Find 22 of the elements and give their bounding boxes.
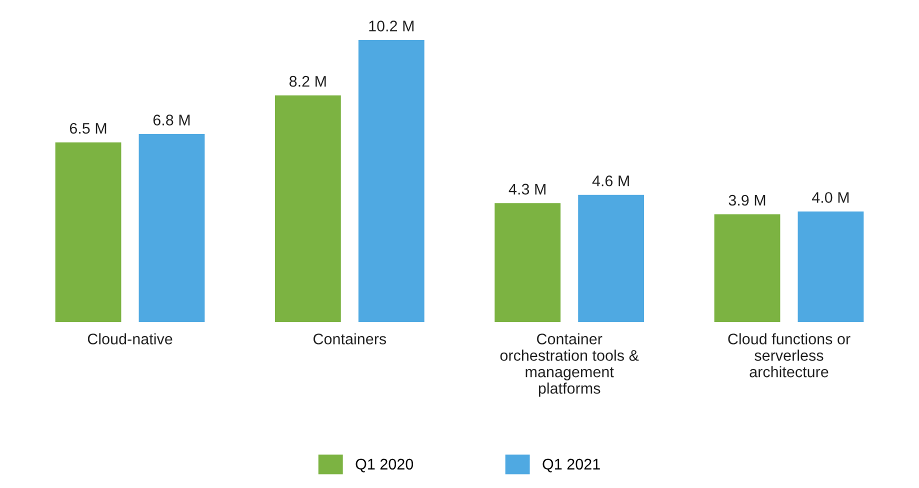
bar [494, 203, 561, 322]
x-tick-label: Cloud functions or serverless architecture [728, 333, 850, 378]
data-label: 4.6 M [592, 175, 629, 186]
x-tick-label: Container orchestration tools & management platforms [500, 333, 639, 397]
data-label: 4.3 M [508, 184, 546, 195]
bar [274, 95, 341, 322]
legend-label: Q1 2020 [356, 458, 414, 472]
bar [798, 211, 864, 322]
legend-label: Q1 2021 [542, 458, 600, 472]
bar [714, 214, 780, 322]
data-label: 3.9 M [728, 194, 766, 206]
data-label: 4.0 M [812, 192, 849, 203]
bar [578, 194, 644, 322]
data-label: 6.8 M [153, 114, 190, 126]
x-tick-label: Cloud-native [88, 333, 172, 344]
x-tick-label: Containers [314, 333, 386, 344]
bar [138, 134, 205, 322]
data-label: 8.2 M [289, 76, 326, 87]
bar [55, 142, 122, 322]
data-label: 6.5 M [70, 122, 106, 134]
data-label: 10.2 M [369, 20, 414, 32]
bar [358, 40, 424, 322]
